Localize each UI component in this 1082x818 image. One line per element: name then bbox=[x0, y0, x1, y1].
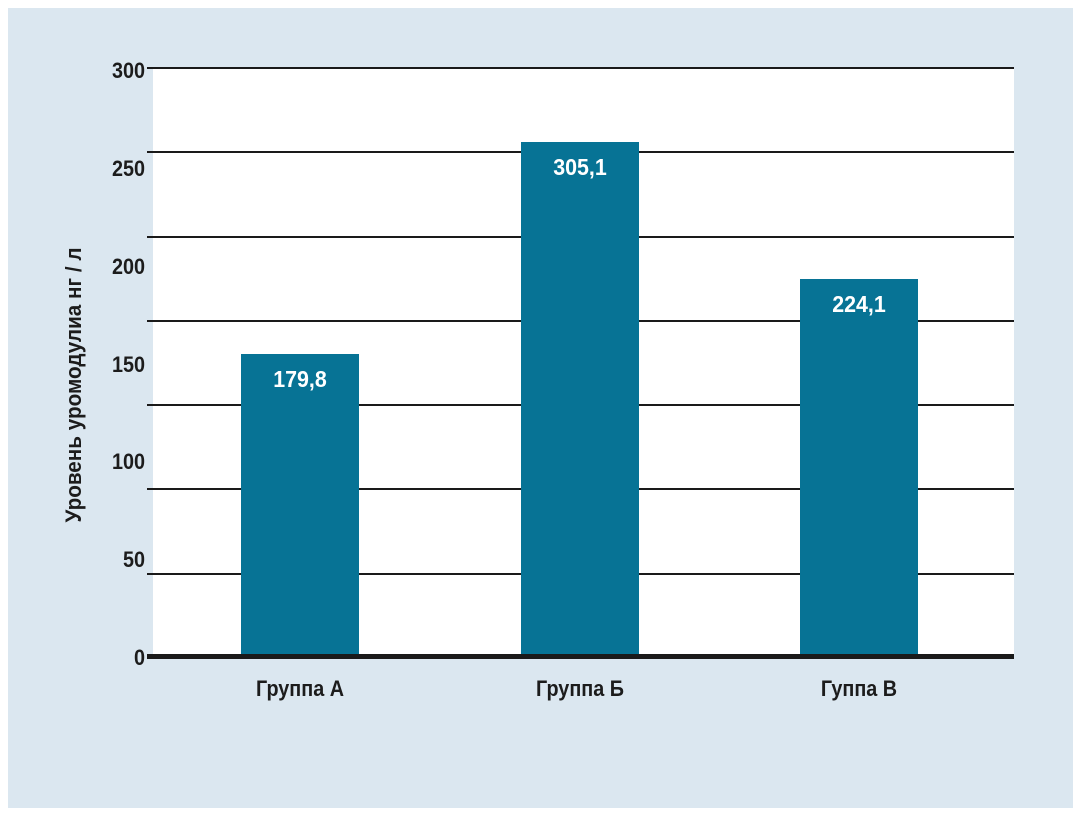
y-tick-label: 0 bbox=[133, 645, 145, 670]
bar-value-label: 179,8 bbox=[273, 366, 327, 392]
x-axis-category-labels: Группа А Группа Б Гуппа В bbox=[153, 672, 1014, 706]
chart-panel: Уровень уромодулиа нг / л 179,8 305,1 224,… bbox=[8, 8, 1073, 808]
bar-2: 305,1 bbox=[521, 142, 639, 657]
plot-area: 179,8 305,1 224,1 bbox=[147, 67, 1014, 659]
y-axis-tick-labels: 300 250 200 150 100 50 0 bbox=[8, 58, 145, 670]
bar-value-label: 224,1 bbox=[832, 291, 886, 317]
y-tick-label: 300 bbox=[111, 58, 145, 83]
bar-3: 224,1 bbox=[800, 279, 918, 657]
y-tick-label: 100 bbox=[111, 449, 145, 474]
x-category-label: Группа А bbox=[255, 676, 345, 701]
bar-1: 179,8 bbox=[241, 354, 359, 657]
y-tick-label: 50 bbox=[122, 547, 145, 572]
bar-value-label: 305,1 bbox=[553, 154, 607, 180]
x-category-label: Гуппа В bbox=[820, 676, 898, 701]
x-axis-line bbox=[147, 654, 1014, 659]
y-tick-label: 200 bbox=[111, 254, 145, 279]
y-tick-label: 150 bbox=[111, 352, 145, 377]
y-tick-label: 250 bbox=[111, 156, 145, 181]
x-category-label: Группа Б bbox=[536, 676, 624, 701]
gridline bbox=[147, 67, 1014, 69]
